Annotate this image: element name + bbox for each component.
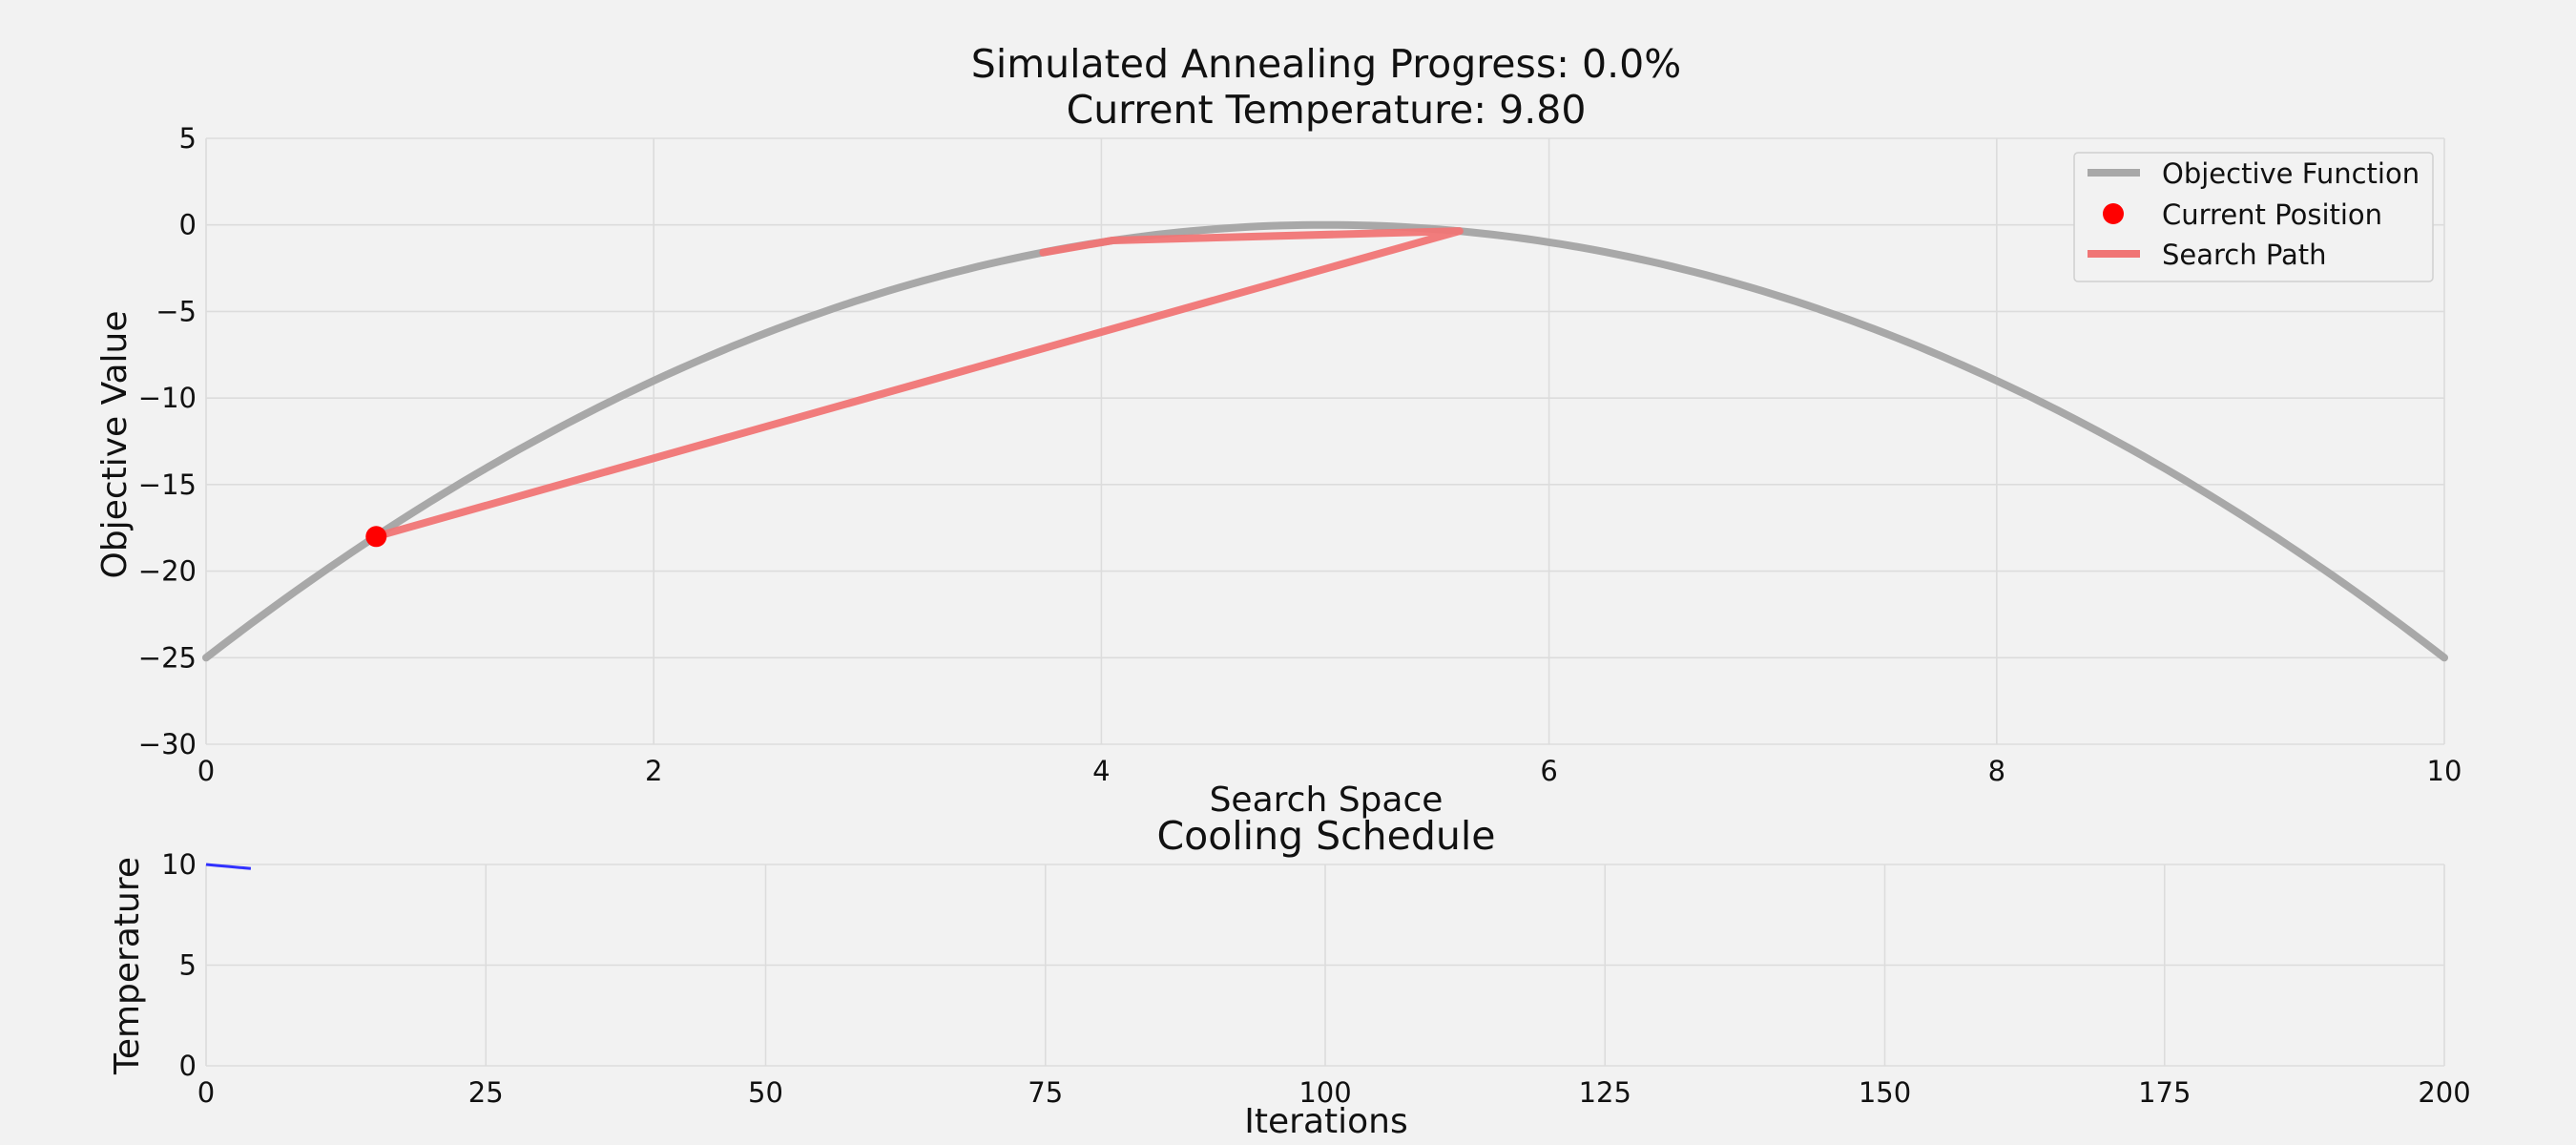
legend: Objective Function Current Position Sear… — [2073, 152, 2434, 282]
search-path-line — [372, 227, 1464, 541]
y-axis-label: Objective Value — [95, 310, 135, 578]
y-tick-label: −5 — [156, 295, 197, 327]
temperature-line — [205, 863, 252, 870]
y-tick-label: 10 — [161, 848, 197, 881]
y-tick-label: −15 — [138, 468, 197, 501]
cooling-y-ticks: 10 5 0 — [161, 848, 197, 1082]
objective-x-ticks: 0 2 4 6 8 10 — [197, 755, 2462, 787]
y-tick-label: 0 — [179, 1050, 197, 1082]
legend-current-position-label: Current Position — [2162, 198, 2382, 231]
y-tick-label: −30 — [138, 728, 197, 760]
x-tick-label: 0 — [197, 755, 215, 787]
x-tick-label: 175 — [2138, 1076, 2191, 1109]
cooling-grid — [205, 864, 2445, 1067]
objective-function-line — [202, 220, 2448, 662]
legend-box — [2073, 152, 2434, 282]
objective-chart: Simulated Annealing Progress: 0.0% Curre… — [95, 41, 2462, 820]
y-tick-label: 5 — [179, 122, 197, 155]
x-tick-label: 2 — [645, 755, 662, 787]
x-tick-label: 4 — [1092, 755, 1110, 787]
current-position-marker — [365, 526, 387, 548]
cooling-y-axis-label: Temperature — [108, 857, 147, 1075]
y-tick-label: −25 — [138, 641, 197, 674]
x-tick-label: 100 — [1298, 1076, 1351, 1109]
x-tick-label: 10 — [2427, 755, 2462, 787]
x-tick-label: 75 — [1028, 1076, 1063, 1109]
cooling-chart-title: Cooling Schedule — [1156, 813, 1495, 859]
x-tick-label: 8 — [1988, 755, 2005, 787]
objective-grid — [205, 137, 2445, 745]
x-tick-label: 50 — [748, 1076, 783, 1109]
x-tick-label: 150 — [1859, 1076, 1911, 1109]
x-tick-label: 200 — [2418, 1076, 2470, 1109]
chart-title-line2: Current Temperature: 9.80 — [1067, 87, 1587, 133]
cooling-schedule-chart: Cooling Schedule 0 25 50 75 100 125 150 175 200 … — [108, 813, 2471, 1141]
x-tick-label: 125 — [1579, 1076, 1631, 1109]
x-axis-label: Search Space — [1210, 781, 1444, 820]
legend-objective-label: Objective Function — [2162, 157, 2420, 190]
objective-y-ticks: 5 0 −5 −10 −15 −20 −25 −30 — [138, 122, 197, 760]
x-tick-label: 25 — [468, 1076, 504, 1109]
legend-current-position-swatch — [2103, 203, 2124, 224]
legend-search-path-label: Search Path — [2162, 239, 2327, 271]
x-tick-label: 0 — [197, 1076, 215, 1109]
cooling-x-axis-label: Iterations — [1244, 1102, 1407, 1141]
y-tick-label: −10 — [138, 382, 197, 414]
y-tick-label: 0 — [179, 209, 197, 241]
x-tick-label: 6 — [1540, 755, 1557, 787]
y-tick-label: 5 — [179, 949, 197, 982]
y-tick-label: −20 — [138, 555, 197, 588]
cooling-x-ticks: 0 25 50 75 100 125 150 175 200 — [197, 1076, 2471, 1109]
chart-title-line1: Simulated Annealing Progress: 0.0% — [971, 41, 1681, 87]
